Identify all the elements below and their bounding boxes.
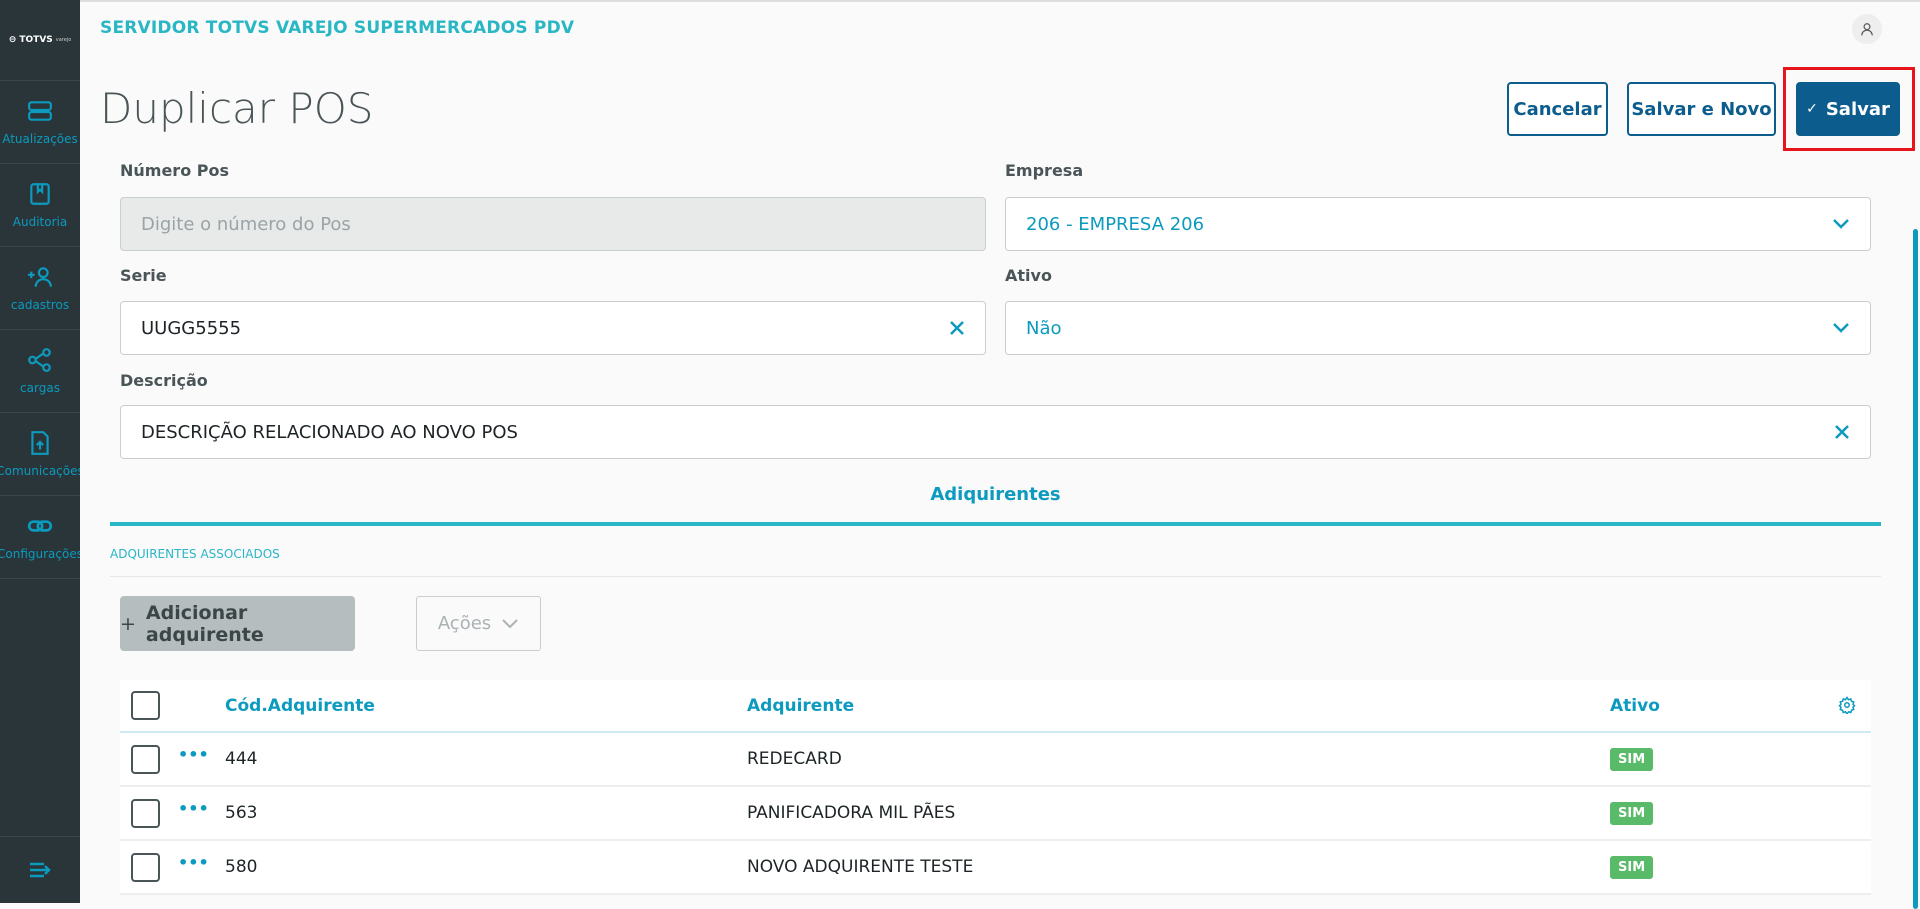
add-adquirente-button[interactable]: + Adicionar adquirente — [120, 596, 355, 651]
sidebar-item-label: Auditoria — [12, 215, 68, 229]
empresa-value: 206 - EMPRESA 206 — [1026, 213, 1205, 235]
gear-icon[interactable] — [1838, 696, 1856, 714]
file-upload-icon — [31, 431, 49, 455]
chevron-down-icon — [502, 618, 518, 628]
numero-pos-placeholder: Digite o número do Pos — [141, 213, 351, 235]
row-checkbox[interactable] — [131, 852, 160, 882]
chevron-down-icon — [1833, 323, 1849, 333]
more-icon[interactable]: ••• — [178, 745, 209, 764]
cell-adquirente: PANIFICADORA MIL PÃES — [747, 803, 956, 823]
empresa-label: Empresa — [1005, 161, 1084, 180]
menu-collapse-button[interactable] — [0, 836, 80, 903]
share-icon — [28, 348, 51, 372]
column-header-ativo[interactable]: Ativo — [1610, 695, 1660, 716]
chevron-down-icon — [1833, 219, 1849, 229]
status-badge: SIM — [1610, 747, 1654, 771]
sidebar-item-label: Comunicações — [0, 464, 80, 478]
section-title: ADQUIRENTES ASSOCIADOS — [110, 547, 280, 561]
sidebar-item-cargas[interactable]: cargas — [0, 330, 80, 413]
sidebar-item-cadastros[interactable]: cadastros — [0, 247, 80, 330]
select-all-checkbox[interactable] — [131, 691, 160, 720]
cell-cod: 580 — [225, 857, 258, 877]
column-header-cod[interactable]: Cód.Adquirente — [225, 695, 375, 716]
actions-label: Ações — [437, 613, 492, 634]
actions-dropdown[interactable]: Ações — [416, 596, 541, 651]
server-icon — [28, 101, 52, 121]
sidebar: ⊖ TOTVS varejo Atualizações Auditoria cad… — [0, 0, 80, 903]
ativo-select[interactable]: Não — [1005, 301, 1871, 355]
row-checkbox[interactable] — [131, 798, 160, 828]
menu-collapse-icon — [30, 862, 51, 878]
check-icon: ✓ — [1806, 101, 1818, 117]
serie-value: UUGG5555 — [141, 317, 242, 339]
table-row: ••• 563 PANIFICADORA MIL PÃES SIM — [120, 787, 1871, 841]
cancel-button[interactable]: Cancelar — [1507, 82, 1608, 136]
user-icon — [1861, 23, 1873, 36]
cell-adquirente: NOVO ADQUIRENTE TESTE — [747, 857, 974, 877]
plus-icon: + — [120, 612, 136, 635]
table-header: Cód.Adquirente Adquirente Ativo — [120, 680, 1871, 733]
app-title: SERVIDOR TOTVS VAREJO SUPERMERCADOS PDV — [100, 18, 575, 38]
empresa-select[interactable]: 206 - EMPRESA 206 — [1005, 197, 1871, 251]
save-and-new-button[interactable]: Salvar e Novo — [1627, 82, 1776, 136]
top-border — [80, 0, 1920, 2]
adquirentes-table: Cód.Adquirente Adquirente Ativo ••• 444 RE… — [120, 680, 1871, 895]
sidebar-item-auditoria[interactable]: Auditoria — [0, 164, 80, 247]
tab-underline — [110, 522, 1881, 526]
more-icon[interactable]: ••• — [178, 853, 209, 872]
tab-adiquirentes[interactable]: Adiquirentes — [930, 484, 1061, 505]
user-avatar[interactable] — [1852, 14, 1882, 44]
table-row: ••• 444 REDECARD SIM — [120, 733, 1871, 787]
totvs-logo: ⊖ TOTVS varejo — [0, 0, 80, 81]
descricao-value: DESCRIÇÃO RELACIONADO AO NOVO POS — [141, 421, 518, 443]
ativo-label: Ativo — [1005, 266, 1052, 285]
serie-input[interactable]: UUGG5555 — [120, 301, 986, 355]
page-title: Duplicar POS — [100, 84, 374, 133]
row-checkbox[interactable] — [131, 744, 160, 774]
numero-pos-label: Número Pos — [120, 161, 229, 180]
cell-cod: 563 — [225, 803, 258, 823]
highlight-box — [1783, 67, 1915, 151]
descricao-label: Descrição — [120, 371, 208, 390]
status-badge: SIM — [1610, 801, 1654, 825]
clear-icon[interactable] — [1834, 424, 1850, 440]
save-button[interactable]: ✓ Salvar — [1796, 82, 1900, 136]
book-icon — [30, 183, 50, 205]
sidebar-item-atualizacoes[interactable]: Atualizações — [0, 81, 80, 164]
sidebar-item-label: Configurações — [0, 547, 80, 561]
status-badge: SIM — [1610, 855, 1654, 879]
descricao-input[interactable]: DESCRIÇÃO RELACIONADO AO NOVO POS — [120, 405, 1871, 459]
cell-adquirente: REDECARD — [747, 749, 842, 769]
serie-label: Serie — [120, 266, 167, 285]
column-header-adquirente[interactable]: Adquirente — [747, 695, 855, 716]
cell-cod: 444 — [225, 749, 258, 769]
table-row: ••• 580 NOVO ADQUIRENTE TESTE SIM — [120, 841, 1871, 895]
ativo-value: Não — [1026, 317, 1062, 339]
sidebar-item-comunicacoes[interactable]: Comunicações — [0, 413, 80, 496]
sidebar-item-label: cargas — [20, 381, 60, 395]
sidebar-item-configuracoes[interactable]: Configurações — [0, 496, 80, 579]
divider — [110, 576, 1881, 577]
sidebar-item-label: Atualizações — [2, 132, 78, 146]
clear-icon[interactable] — [949, 320, 965, 336]
numero-pos-input[interactable]: Digite o número do Pos — [120, 197, 986, 251]
save-label: Salvar — [1825, 98, 1890, 120]
scrollbar[interactable] — [1913, 229, 1918, 909]
add-user-icon — [28, 267, 52, 287]
sidebar-item-label: cadastros — [10, 298, 70, 312]
add-adquirente-label: Adicionar adquirente — [145, 601, 264, 646]
link-icon — [27, 520, 53, 532]
more-icon[interactable]: ••• — [178, 799, 209, 818]
